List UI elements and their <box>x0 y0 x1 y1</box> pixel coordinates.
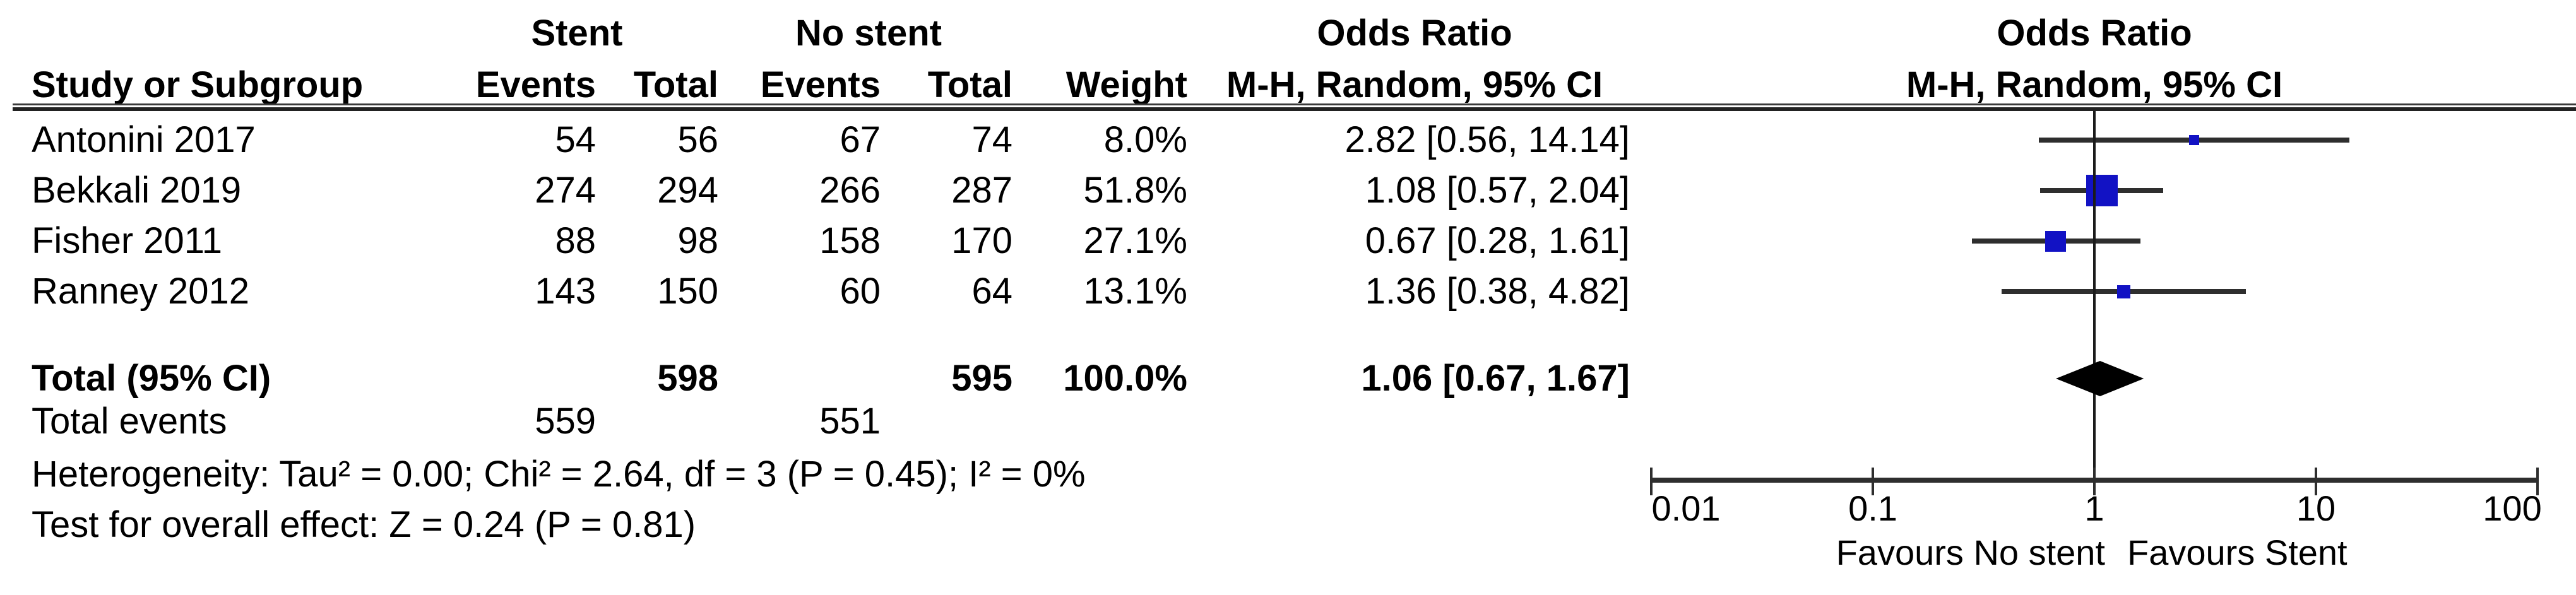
pooled-or-ci: 1.06 [0.67, 1.67] <box>1361 358 1630 399</box>
stent-total-header: Total <box>633 64 718 105</box>
heterogeneity-stats: Heterogeneity: Tau² = 0.00; Chi² = 2.64,… <box>32 454 1086 495</box>
no-stent-total-value: 64 <box>971 271 1012 312</box>
column-group-no-stent: No stent <box>795 13 942 54</box>
pooled-weight: 100.0% <box>1063 358 1187 399</box>
stent-total-value: 56 <box>677 119 718 160</box>
column-group-stent: Stent <box>531 13 623 54</box>
stent-events-header: Events <box>475 64 596 105</box>
or-ci-value: 0.67 [0.28, 1.61] <box>1365 220 1630 261</box>
axis-tick-label: 0.01 <box>1651 488 1721 528</box>
header-divider-top-rule <box>13 103 2576 105</box>
total-events-no-stent-value: 551 <box>819 401 881 442</box>
axis-tick-label: 1 <box>2084 488 2104 528</box>
no-stent-total-header: Total <box>927 64 1012 105</box>
axis-tick <box>2093 468 2096 495</box>
no-stent-total-value: 170 <box>951 220 1012 261</box>
axis-tick-label: 0.1 <box>1848 488 1897 528</box>
axis-tick-label: 100 <box>2483 488 2542 528</box>
no-stent-events-value: 67 <box>840 119 881 160</box>
no-stent-events-header: Events <box>760 64 881 105</box>
weight-value: 8.0% <box>1103 119 1187 160</box>
header-divider-bottom-rule <box>13 107 2576 111</box>
axis-tick <box>2315 468 2317 495</box>
or-weight-square <box>2117 285 2131 298</box>
stent-total-value: 98 <box>677 220 718 261</box>
overall-effect-test: Test for overall effect: Z = 0.24 (P = 0… <box>32 504 696 545</box>
weight-value: 13.1% <box>1083 271 1187 312</box>
or-ci-value: 2.82 [0.56, 14.14] <box>1344 119 1630 160</box>
or-ci-value: 1.36 [0.38, 4.82] <box>1365 271 1630 312</box>
pooled-effect-diamond <box>2055 361 2144 396</box>
pooled-total-label: Total (95% CI) <box>32 358 271 399</box>
study-name: Antonini 2017 <box>32 119 256 160</box>
study-column-header: Study or Subgroup <box>32 64 364 105</box>
weight-column-header: Weight <box>1065 64 1187 105</box>
weight-value: 27.1% <box>1083 220 1187 261</box>
or-weight-square <box>2086 175 2118 206</box>
stent-events-value: 88 <box>555 220 596 261</box>
axis-tick <box>1872 468 1874 495</box>
study-name: Bekkali 2019 <box>32 170 242 211</box>
stent-events-value: 54 <box>555 119 596 160</box>
study-name: Fisher 2011 <box>32 220 222 261</box>
no-stent-events-value: 158 <box>819 220 881 261</box>
total-events-label: Total events <box>32 401 227 442</box>
null-effect-line <box>2093 111 2096 483</box>
no-stent-total-value: 74 <box>971 119 1012 160</box>
no-stent-events-value: 60 <box>840 271 881 312</box>
axis-tick-label: 10 <box>2296 488 2336 528</box>
stent-events-value: 274 <box>535 170 596 211</box>
stent-events-value: 143 <box>535 271 596 312</box>
weight-value: 51.8% <box>1083 170 1187 211</box>
no-stent-events-value: 266 <box>819 170 881 211</box>
total-events-stent-value: 559 <box>535 401 596 442</box>
or-weight-square <box>2189 135 2200 145</box>
or-weight-square <box>2045 230 2067 252</box>
odds-ratio-column-subtitle: M-H, Random, 95% CI <box>1226 64 1603 105</box>
study-name: Ranney 2012 <box>32 271 250 312</box>
favours-right-label: Favours Stent <box>2127 533 2347 572</box>
odds-ratio-column-title: Odds Ratio <box>1317 13 1512 54</box>
pooled-no-stent-total: 595 <box>951 358 1012 399</box>
axis-tick <box>1650 468 1653 495</box>
plot-title: Odds Ratio <box>1997 13 2192 54</box>
plot-subtitle: M-H, Random, 95% CI <box>1906 64 2283 105</box>
axis-tick <box>2536 468 2539 495</box>
no-stent-total-value: 287 <box>951 170 1012 211</box>
pooled-stent-total: 598 <box>657 358 718 399</box>
or-ci-value: 1.08 [0.57, 2.04] <box>1365 170 1630 211</box>
favours-left-label: Favours No stent <box>1836 533 2105 572</box>
stent-total-value: 294 <box>657 170 718 211</box>
stent-total-value: 150 <box>657 271 718 312</box>
